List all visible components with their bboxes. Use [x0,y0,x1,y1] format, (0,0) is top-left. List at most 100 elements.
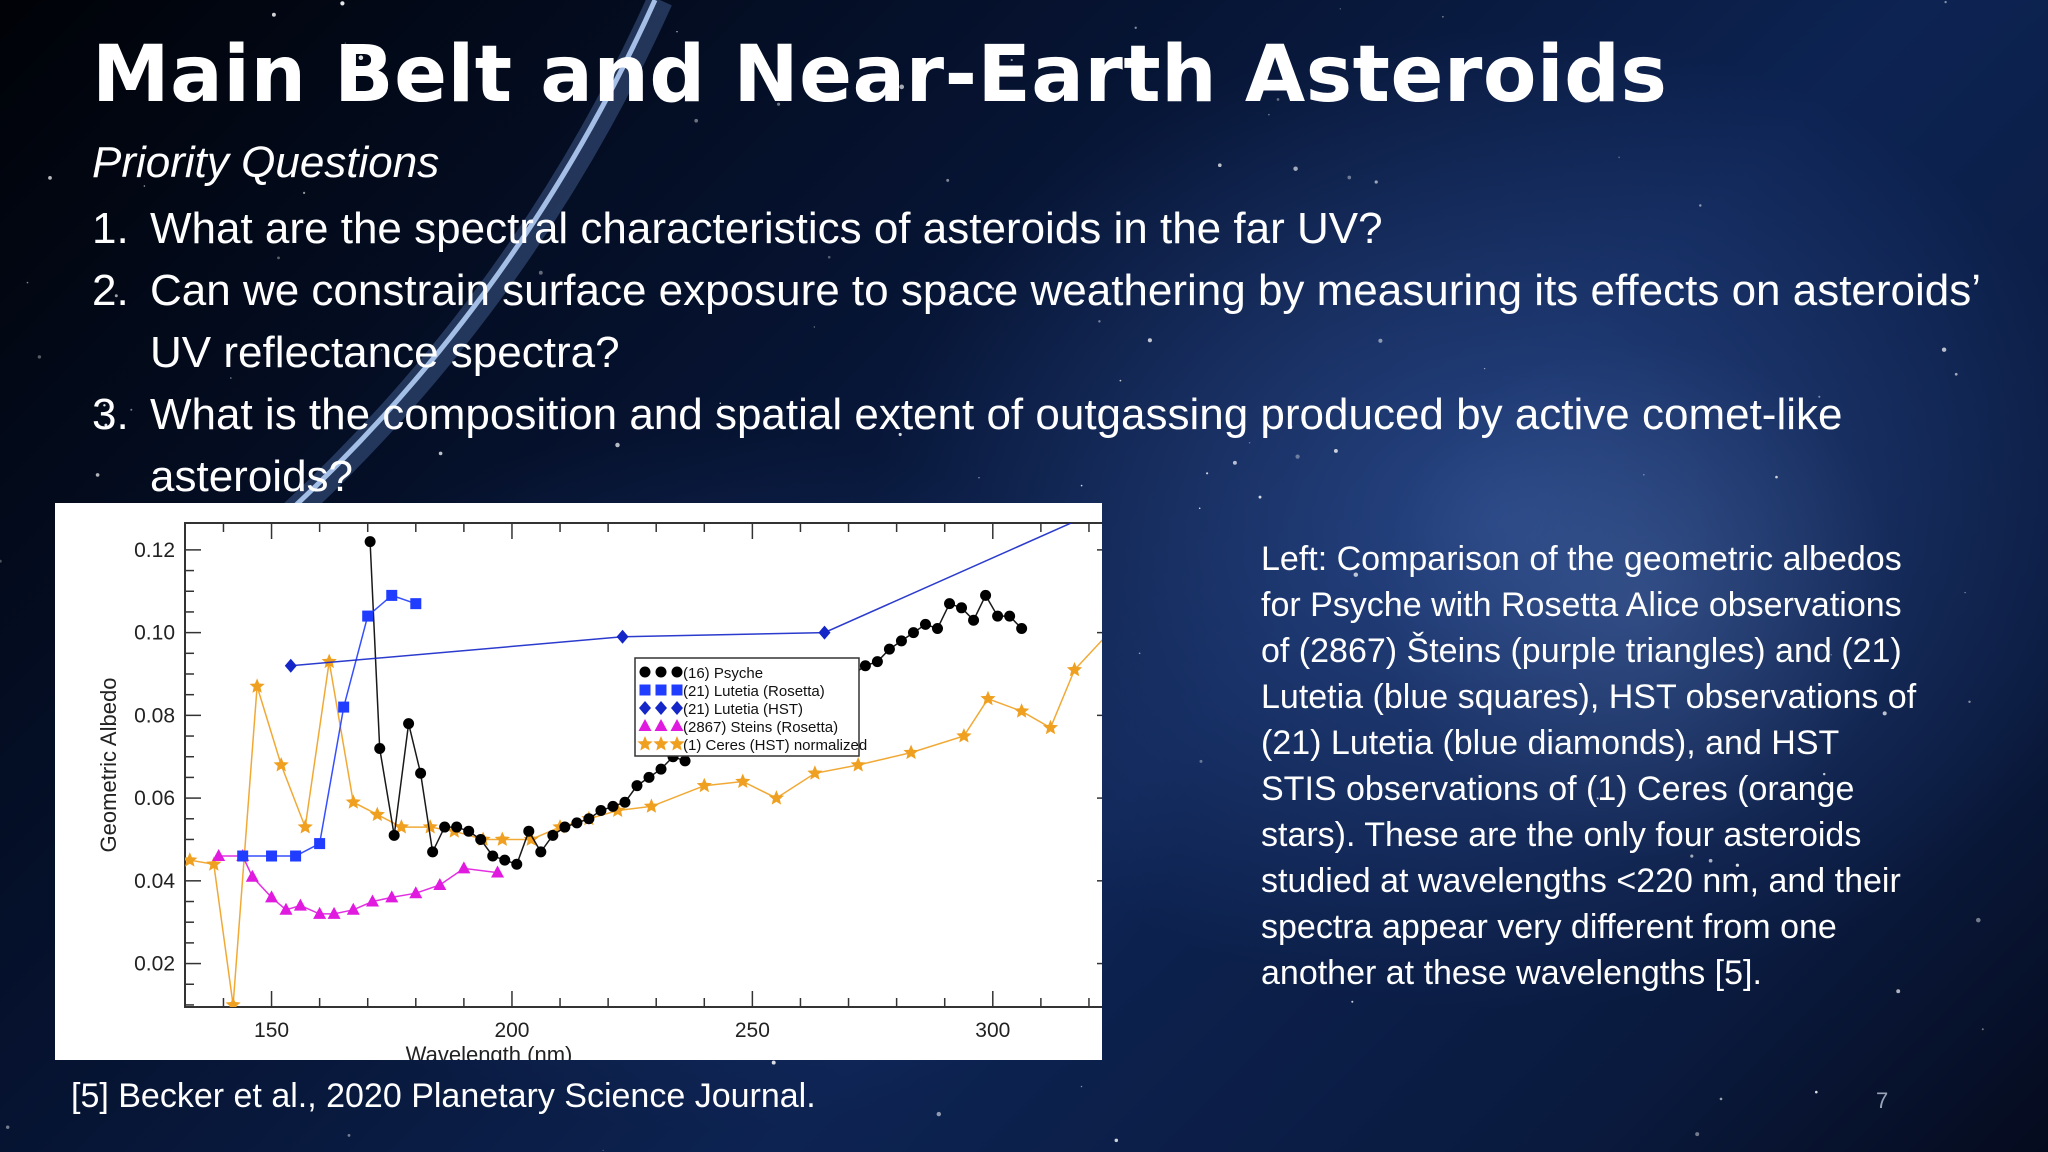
x-tick-label: 300 [975,1019,1010,1042]
legend-marker [638,719,652,731]
star [1976,917,1981,923]
star [1896,989,1901,994]
star [1735,863,1740,867]
star [230,377,232,379]
star [1232,460,1237,465]
series-2867-steins-rosetta-point [433,877,447,890]
star [736,287,739,290]
star [1964,591,1966,594]
series-16-psyche-point [374,742,386,754]
star [1944,0,1947,4]
star [1822,772,1826,776]
series-16-psyche-point [607,800,619,812]
legend-marker [655,666,667,678]
star [1333,448,1338,453]
star [491,1091,494,1094]
series-1-ceres-hst-normalized-point [321,653,337,669]
priority-questions-heading: Priority Questions [92,138,440,187]
series-2867-steins-rosetta-point [279,902,293,915]
star [1339,8,1341,10]
plot-frame [184,522,1114,1008]
series-2867-steins-rosetta-point [491,865,505,878]
series-1-ceres-hst-normalized-point [185,852,198,867]
star [1815,1090,1818,1094]
slide-title: Main Belt and Near-Earth Asteroids [92,30,1668,120]
star [991,287,995,291]
nebula-glow [1380,340,1900,860]
series-1-ceres-hst-normalized-point [956,728,972,743]
series-21-lutetia-hst-line [290,523,1073,667]
star [899,84,905,90]
series-1-ceres-hst-normalized-point [980,690,996,706]
series-1-ceres-hst-normalized-point [273,757,289,772]
series-1-ceres-hst-normalized-point [850,757,866,772]
star [1374,180,1378,184]
star [827,255,831,259]
star [1775,475,1778,479]
series-21-lutetia-rosetta-point [386,589,398,601]
star [1205,472,1209,475]
series-1-ceres-hst-normalized-point [643,798,659,813]
star [1217,163,1222,168]
series-21-lutetia-rosetta-point [362,610,374,622]
series-16-psyche-point [499,854,511,866]
legend-marker [670,719,684,731]
series-2867-steins-rosetta-point [265,890,279,903]
question-text: What is the composition and spatial exte… [150,390,1843,501]
star [1344,86,1348,90]
series-21-lutetia-rosetta-point [338,701,350,713]
series-1-ceres-hst-normalized-point [1066,661,1083,677]
series-1-ceres-hst-normalized-point [610,802,626,817]
legend-label: (21) Lutetia (Rosetta) [683,683,825,700]
series-16-psyche-point [403,718,415,730]
star [1719,1097,1723,1101]
series-16-psyche-point [907,627,919,639]
series-2867-steins-rosetta-point [293,898,307,911]
x-tick-label: 200 [494,1019,529,1042]
star [1941,347,1947,352]
series-2867-steins-rosetta-point [409,886,423,899]
legend-label: (2867) Steins (Rosetta) [683,719,838,736]
series-16-psyche-point [619,796,631,808]
star [1119,379,1122,382]
legend-label: (1) Ceres (HST) normalized [683,737,867,754]
star [114,294,118,298]
question-number: 2. [92,266,129,315]
star [1134,26,1137,29]
star [1830,654,1832,656]
series-21-lutetia-hst-point [284,658,297,673]
star [1351,1000,1354,1003]
star [37,355,42,359]
star [1276,98,1280,101]
star [95,473,100,477]
star [340,1,345,6]
question-text: What are the spectral characteristics of… [150,204,1383,253]
star [166,164,169,167]
star [615,442,620,448]
series-16-psyche-point [992,610,1004,622]
legend-marker [671,701,683,715]
series-16-psyche-point [643,771,655,783]
star [344,42,347,44]
series-2867-steins-rosetta-point [212,849,226,862]
star [719,402,722,405]
legend-marker [671,684,683,696]
star [1596,797,1599,800]
series-2867-steins-rosetta-point [385,890,399,903]
series-1-ceres-hst-normalized-point [249,678,265,693]
series-1-ceres-hst-normalized-point [297,819,313,834]
albedo-chart: 150 200 250 300 0.02 0.04 0.06 0.08 0.10 0.12 Wave… [96,522,1114,1067]
star [130,408,133,411]
series-1-ceres-hst-normalized-point [807,765,823,780]
series-16-psyche-point [968,614,980,626]
series-1-ceres-hst-normalized-point [903,744,919,760]
series-16-psyche-point [931,622,943,634]
series-1-ceres-hst-normalized-point [393,819,409,834]
legend-label: (21) Lutetia (HST) [683,701,803,718]
star [1138,652,1141,655]
series-16-psyche-point [895,635,907,647]
series-16-psyche-point [1004,610,1016,622]
star [1981,1028,1984,1031]
series-16-psyche-point [439,821,451,833]
star [0,559,2,563]
